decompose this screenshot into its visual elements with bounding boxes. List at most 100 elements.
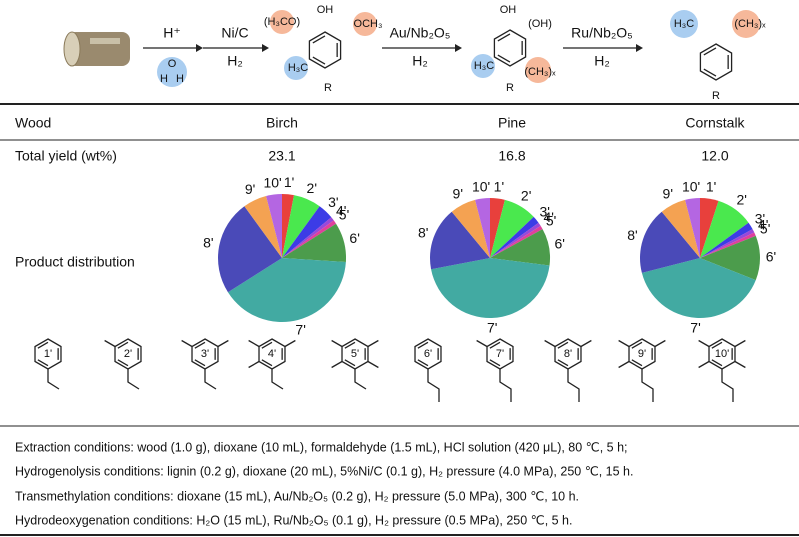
log-bark — [90, 38, 120, 44]
methyl-bond — [476, 339, 488, 348]
pie-slice — [700, 200, 749, 258]
double-bond — [711, 341, 723, 349]
atom-label: (H₃CO) — [264, 16, 300, 28]
slice-label: 2' — [307, 180, 317, 196]
slice-label: 3' — [755, 211, 765, 227]
atom-label: (OH) — [528, 18, 552, 30]
pie-slice — [282, 223, 346, 263]
double-bond — [312, 35, 326, 44]
double-bond — [417, 359, 429, 367]
slice-label: 10' — [472, 178, 490, 194]
alkyl-chain — [47, 369, 60, 390]
double-bond — [261, 341, 273, 349]
slice-label: 4' — [758, 216, 768, 232]
slice-label: 8' — [203, 235, 213, 251]
double-bond — [489, 359, 501, 367]
atom-label: OCH₃ — [354, 18, 383, 30]
double-bond — [194, 359, 206, 367]
slice-label: 10' — [682, 178, 700, 194]
alkyl-chain — [271, 369, 284, 390]
double-bond — [261, 359, 273, 367]
ring — [699, 43, 733, 81]
yield-cell: 23.1 — [268, 148, 295, 164]
pie-slice — [661, 199, 700, 258]
condition-line: Transmethylation conditions: dioxane (15… — [15, 489, 579, 503]
slice-label: 4' — [336, 203, 346, 219]
highlight — [353, 12, 377, 36]
slice-label: 1' — [494, 178, 504, 194]
methyl-bond — [331, 339, 343, 348]
slice-label: 7' — [295, 321, 305, 337]
row-label: Product distribution — [15, 254, 135, 270]
ring — [308, 31, 342, 69]
pie-slice — [641, 258, 756, 318]
methyl-bond — [248, 360, 260, 369]
pie-slice — [266, 194, 282, 258]
pie-slice — [700, 222, 753, 258]
header-cell: Birch — [266, 115, 298, 131]
atom-label: H — [160, 73, 168, 85]
slice-label: 4' — [543, 209, 553, 225]
methyl-bond — [544, 339, 556, 348]
double-bond — [489, 341, 501, 349]
double-bond — [703, 47, 717, 56]
atom-label: H₃C — [288, 62, 308, 74]
atom-label: R — [506, 82, 514, 94]
methyl-bond — [734, 339, 746, 348]
slice-label: 6' — [555, 235, 565, 251]
slice-label: 1' — [284, 174, 294, 190]
alkyl-chain — [499, 369, 512, 402]
condition-line: Hydrodeoxygenation conditions: H₂O (15 m… — [15, 513, 572, 527]
atom-label: R — [324, 82, 332, 94]
structure-label: 7' — [496, 348, 504, 360]
methyl-bond — [248, 339, 260, 348]
condition-line: Hydrogenolysis conditions: lignin (0.2 g… — [15, 464, 633, 478]
atom-label: OH — [500, 4, 517, 16]
slice-label: 6' — [349, 230, 359, 246]
pie-slice — [451, 199, 490, 258]
pie-slice — [700, 235, 760, 281]
methyl-bond — [698, 360, 710, 369]
pie-slice — [282, 195, 320, 258]
arrowhead — [196, 44, 203, 52]
methyl-bond — [618, 360, 630, 369]
pie-slice — [227, 258, 346, 322]
arrows — [143, 44, 643, 52]
methyl-bond — [104, 339, 116, 348]
methyl-bond — [367, 339, 379, 348]
alkyl-chain — [427, 369, 440, 402]
double-bond — [194, 341, 206, 349]
methyl-bond — [618, 339, 630, 348]
highlight — [284, 56, 308, 80]
yield-cell: 12.0 — [701, 148, 728, 164]
methyl-bond — [580, 339, 592, 348]
methyl-bond — [284, 339, 296, 348]
methyl-bond — [367, 360, 379, 369]
atom-label: H₃C — [674, 18, 694, 30]
reagent: Ru/Nb₂O₅ — [571, 25, 633, 41]
double-bond — [117, 359, 129, 367]
double-bond — [557, 341, 569, 349]
double-bond — [497, 33, 511, 42]
reagent: Au/Nb₂O₅ — [390, 25, 451, 41]
row-label: Total yield (wt%) — [15, 148, 117, 164]
atom-label: OH — [317, 4, 334, 16]
arrowhead — [262, 44, 269, 52]
pie-slice — [218, 206, 282, 293]
alkyl-chain — [127, 369, 140, 390]
double-bond — [417, 341, 429, 349]
slice-label: 5' — [760, 221, 770, 237]
slice-label: 8' — [627, 227, 637, 243]
slice-label: 2' — [736, 191, 746, 207]
wood-log — [63, 31, 130, 67]
header-cell: Pine — [498, 115, 526, 131]
methyl-bond — [654, 339, 666, 348]
structure-label: 6' — [424, 348, 432, 360]
structure-label: 9' — [638, 348, 646, 360]
pie-slice — [700, 232, 756, 258]
slice-label: 3' — [328, 194, 338, 210]
yield-cell: 16.8 — [498, 148, 525, 164]
double-bond — [312, 56, 326, 65]
highlight — [670, 10, 698, 38]
